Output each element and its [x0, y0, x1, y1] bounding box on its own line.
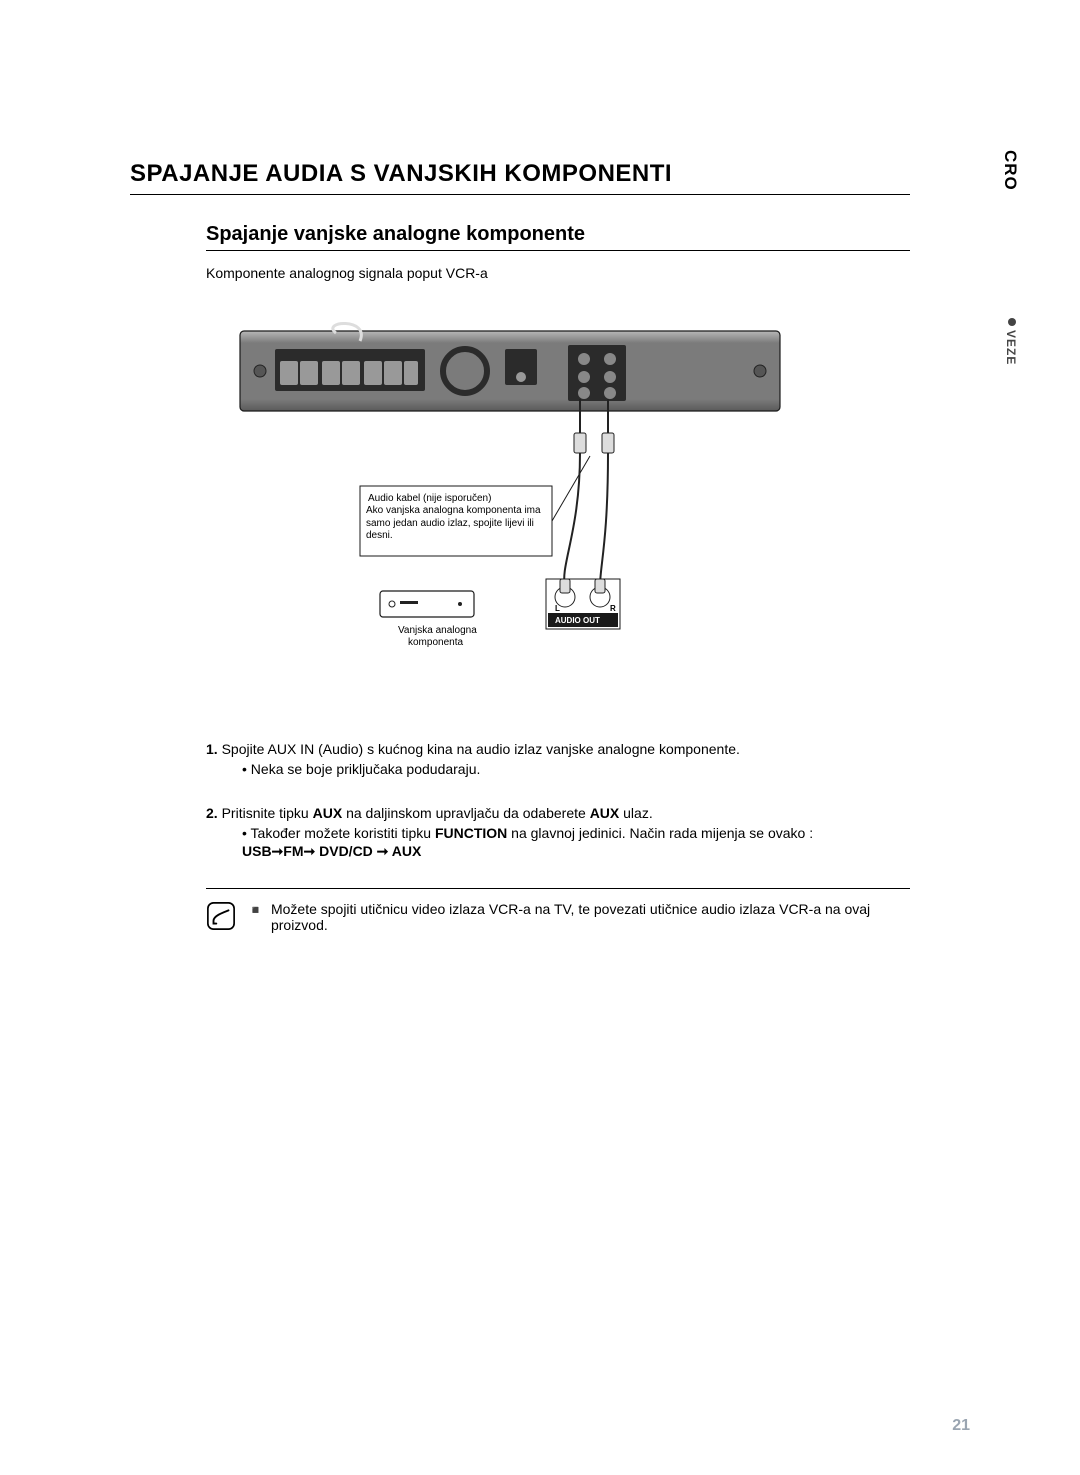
step-bullet: Također možete koristiti tipku FUNCTION … — [242, 825, 910, 841]
main-title: SPAJANJE AUDIA S VANJSKIH KOMPONENTI — [130, 160, 910, 195]
intro-text: Komponente analognog signala poput VCR-a — [206, 265, 910, 281]
diagram-callout2: Ako vanjska analogna komponenta ima samo… — [366, 505, 548, 543]
connection-diagram: Audio kabel (nije isporučen) Ako vanjska… — [230, 321, 790, 681]
audio-out-label: AUDIO OUT — [555, 616, 600, 625]
step-item: 2. Pritisnite tipku AUX na daljinskom up… — [206, 805, 910, 860]
page-number: 21 — [952, 1417, 970, 1435]
section-dot-icon — [1008, 318, 1016, 326]
step-bullet: Neka se boje priključaka podudaraju. — [242, 761, 910, 777]
note-icon — [206, 901, 236, 931]
mode-sequence: USB➞FM➞ DVD/CD ➞ AUX — [242, 843, 910, 860]
section-tab: VEZE — [1004, 330, 1018, 365]
note-text: Možete spojiti utičnicu video izlaza VCR… — [271, 901, 910, 933]
step-item: 1. Spojite AUX IN (Audio) s kućnog kina … — [206, 741, 910, 777]
note-bullet-icon: ◾ — [248, 901, 263, 933]
step-number: 1. — [206, 741, 222, 757]
page-content: SPAJANJE AUDIA S VANJSKIH KOMPONENTI Spa… — [130, 160, 910, 933]
r-label: R — [610, 604, 616, 613]
step-number: 2. — [206, 805, 222, 821]
device-label2: komponenta — [408, 637, 463, 648]
language-tab: CRO — [1000, 150, 1020, 191]
instructions-list: 1. Spojite AUX IN (Audio) s kućnog kina … — [206, 741, 910, 860]
diagram-callout1: Audio kabel (nije isporučen) — [368, 493, 491, 504]
sub-title: Spajanje vanjske analogne komponente — [206, 223, 910, 251]
note-block: ◾ Možete spojiti utičnicu video izlaza V… — [206, 888, 910, 933]
l-label: L — [555, 604, 560, 613]
device-label1: Vanjska analogna — [398, 625, 477, 636]
